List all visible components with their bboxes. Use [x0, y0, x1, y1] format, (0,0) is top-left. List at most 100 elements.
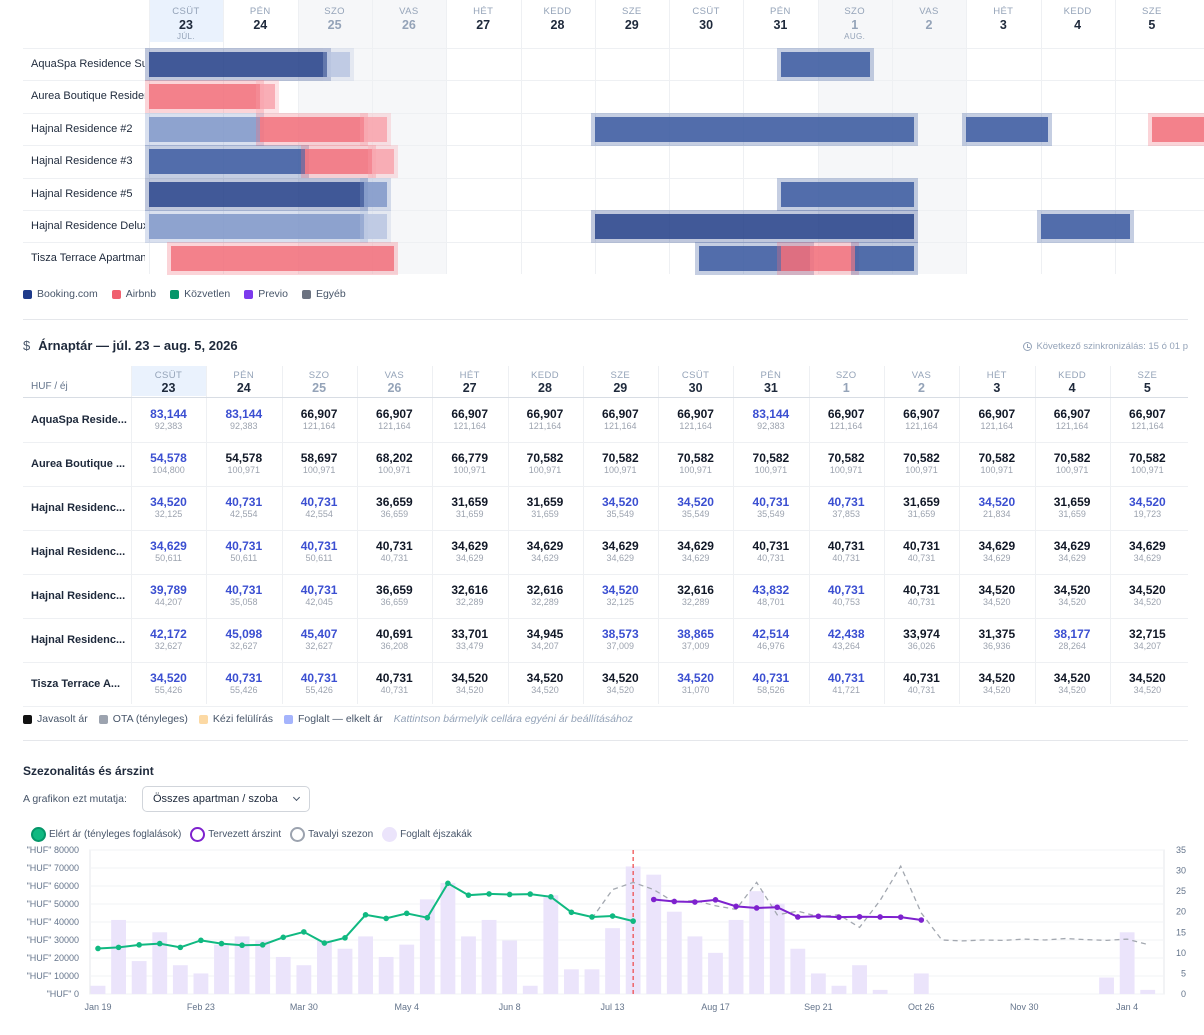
price-cell[interactable]: 40,731 37,853 [809, 496, 884, 520]
legend-item[interactable]: Tavalyi szezon [290, 827, 373, 842]
property-name[interactable]: AquaSpa Residence Superior [31, 58, 145, 70]
property-name[interactable]: Aurea Boutique Residence [31, 90, 145, 103]
price-cell[interactable]: 34,629 34,629 [658, 540, 733, 564]
price-cell[interactable]: 38,573 37,009 [583, 628, 658, 652]
price-cell[interactable]: 42,438 43,264 [809, 628, 884, 652]
booking-block[interactable] [594, 116, 915, 142]
price-cell[interactable]: 33,701 33,479 [432, 628, 507, 652]
price-cell[interactable]: 40,731 50,611 [206, 540, 281, 564]
property-name[interactable]: Hajnal Residence Deluxe [31, 220, 145, 232]
date-header[interactable]: SZE 29 [583, 370, 658, 395]
date-header[interactable]: SZO 25 [298, 6, 372, 32]
price-cell[interactable]: 34,520 34,520 [1110, 672, 1185, 696]
date-header[interactable]: CSÜT 30 [658, 370, 733, 395]
price-cell[interactable]: 40,731 55,426 [206, 672, 281, 696]
date-header[interactable]: CSÜT 23 [131, 370, 206, 395]
price-cell[interactable]: 70,582 100,971 [959, 452, 1034, 476]
date-header[interactable]: KEDD 28 [508, 370, 583, 395]
booking-block[interactable] [1040, 214, 1130, 239]
price-cell[interactable]: 70,582 100,971 [1035, 452, 1110, 476]
booking-block[interactable] [780, 52, 870, 77]
date-header[interactable]: HÉT 27 [446, 6, 520, 32]
booking-block[interactable] [854, 246, 915, 272]
booking-block[interactable] [780, 246, 855, 272]
price-cell[interactable]: 70,582 100,971 [583, 452, 658, 476]
property-name[interactable]: Hajnal Residenc... [31, 502, 126, 514]
price-cell[interactable]: 70,582 100,971 [1110, 452, 1185, 476]
date-header[interactable]: VAS 2 [884, 370, 959, 395]
price-cell[interactable]: 34,520 34,520 [432, 672, 507, 696]
date-header[interactable]: SZE 5 [1115, 6, 1189, 32]
booking-block[interactable] [149, 84, 261, 110]
date-header[interactable]: KEDD 28 [521, 6, 595, 32]
price-cell[interactable]: 36,659 36,659 [357, 496, 432, 520]
price-cell[interactable]: 54,578 104,800 [131, 452, 206, 476]
price-cell[interactable]: 66,907 121,164 [432, 408, 507, 432]
price-cell[interactable]: 54,578 100,971 [206, 452, 281, 476]
date-header[interactable]: HÉT 27 [432, 370, 507, 395]
price-cell[interactable]: 31,659 31,659 [432, 496, 507, 520]
date-header[interactable]: SZE 29 [595, 6, 669, 32]
price-cell[interactable]: 66,907 121,164 [357, 408, 432, 432]
date-header[interactable]: SZO 25 [282, 370, 357, 395]
price-cell[interactable]: 38,865 37,009 [658, 628, 733, 652]
price-cell[interactable]: 45,098 32,627 [206, 628, 281, 652]
date-header[interactable]: KEDD 4 [1041, 6, 1115, 32]
date-header[interactable]: PÉN 31 [743, 6, 817, 32]
price-cell[interactable]: 34,629 50,611 [131, 540, 206, 564]
price-cell[interactable]: 34,520 34,520 [508, 672, 583, 696]
price-cell[interactable]: 40,731 40,731 [884, 672, 959, 696]
legend-item[interactable]: Foglalt éjszakák [382, 827, 472, 842]
price-cell[interactable]: 43,832 48,701 [733, 584, 808, 608]
property-name[interactable]: Hajnal Residence #3 [31, 155, 133, 168]
price-cell[interactable]: 40,731 42,045 [282, 584, 357, 608]
booking-block[interactable] [364, 116, 387, 142]
price-cell[interactable]: 38,177 28,264 [1035, 628, 1110, 652]
price-cell[interactable]: 68,202 100,971 [357, 452, 432, 476]
price-cell[interactable]: 34,520 32,125 [131, 496, 206, 520]
property-name[interactable]: Tisza Terrace A... [31, 678, 121, 690]
price-cell[interactable]: 34,629 34,629 [1035, 540, 1110, 564]
date-header[interactable]: PÉN 24 [206, 370, 281, 395]
price-cell[interactable]: 40,731 40,731 [357, 540, 432, 564]
booking-block[interactable] [149, 214, 365, 239]
price-cell[interactable]: 31,659 31,659 [1035, 496, 1110, 520]
booking-block[interactable] [1152, 116, 1204, 142]
date-header[interactable]: VAS 2 [892, 6, 966, 32]
price-cell[interactable]: 39,789 44,207 [131, 584, 206, 608]
price-cell[interactable]: 34,520 21,834 [959, 496, 1034, 520]
date-header[interactable]: HÉT 3 [959, 370, 1034, 395]
price-cell[interactable]: 40,731 40,731 [809, 540, 884, 564]
price-cell[interactable]: 42,172 32,627 [131, 628, 206, 652]
date-header[interactable]: SZO 1 AUG. [818, 6, 892, 41]
booking-block[interactable] [305, 149, 372, 175]
price-cell[interactable]: 83,144 92,383 [733, 408, 808, 432]
booking-block[interactable] [364, 181, 387, 207]
price-cell[interactable]: 40,731 40,731 [733, 540, 808, 564]
price-cell[interactable]: 34,520 34,520 [1035, 672, 1110, 696]
booking-block[interactable] [594, 214, 915, 239]
booking-block[interactable] [371, 149, 395, 175]
price-cell[interactable]: 34,520 31,070 [658, 672, 733, 696]
date-header[interactable]: CSÜT 23 JÚL. [149, 6, 223, 41]
booking-block[interactable] [780, 181, 915, 207]
price-cell[interactable]: 31,659 31,659 [508, 496, 583, 520]
price-cell[interactable]: 34,520 35,549 [658, 496, 733, 520]
price-cell[interactable]: 70,582 100,971 [658, 452, 733, 476]
price-cell[interactable]: 83,144 92,383 [131, 408, 206, 432]
property-filter-select[interactable]: Összes apartman / szoba [142, 786, 310, 812]
legend-item[interactable]: Elért ár (tényleges foglalások) [31, 827, 181, 842]
date-header[interactable]: KEDD 4 [1035, 370, 1110, 395]
price-cell[interactable]: 40,731 40,731 [884, 584, 959, 608]
price-cell[interactable]: 40,731 35,058 [206, 584, 281, 608]
price-cell[interactable]: 34,629 34,629 [583, 540, 658, 564]
price-cell[interactable]: 34,520 34,520 [583, 672, 658, 696]
price-cell[interactable]: 66,907 121,164 [959, 408, 1034, 432]
property-name[interactable]: Hajnal Residenc... [31, 634, 126, 646]
date-header[interactable]: PÉN 31 [733, 370, 808, 395]
price-cell[interactable]: 66,907 121,164 [583, 408, 658, 432]
price-cell[interactable]: 36,659 36,659 [357, 584, 432, 608]
booking-block[interactable] [327, 52, 350, 77]
price-cell[interactable]: 66,907 121,164 [508, 408, 583, 432]
booking-block[interactable] [149, 116, 261, 142]
